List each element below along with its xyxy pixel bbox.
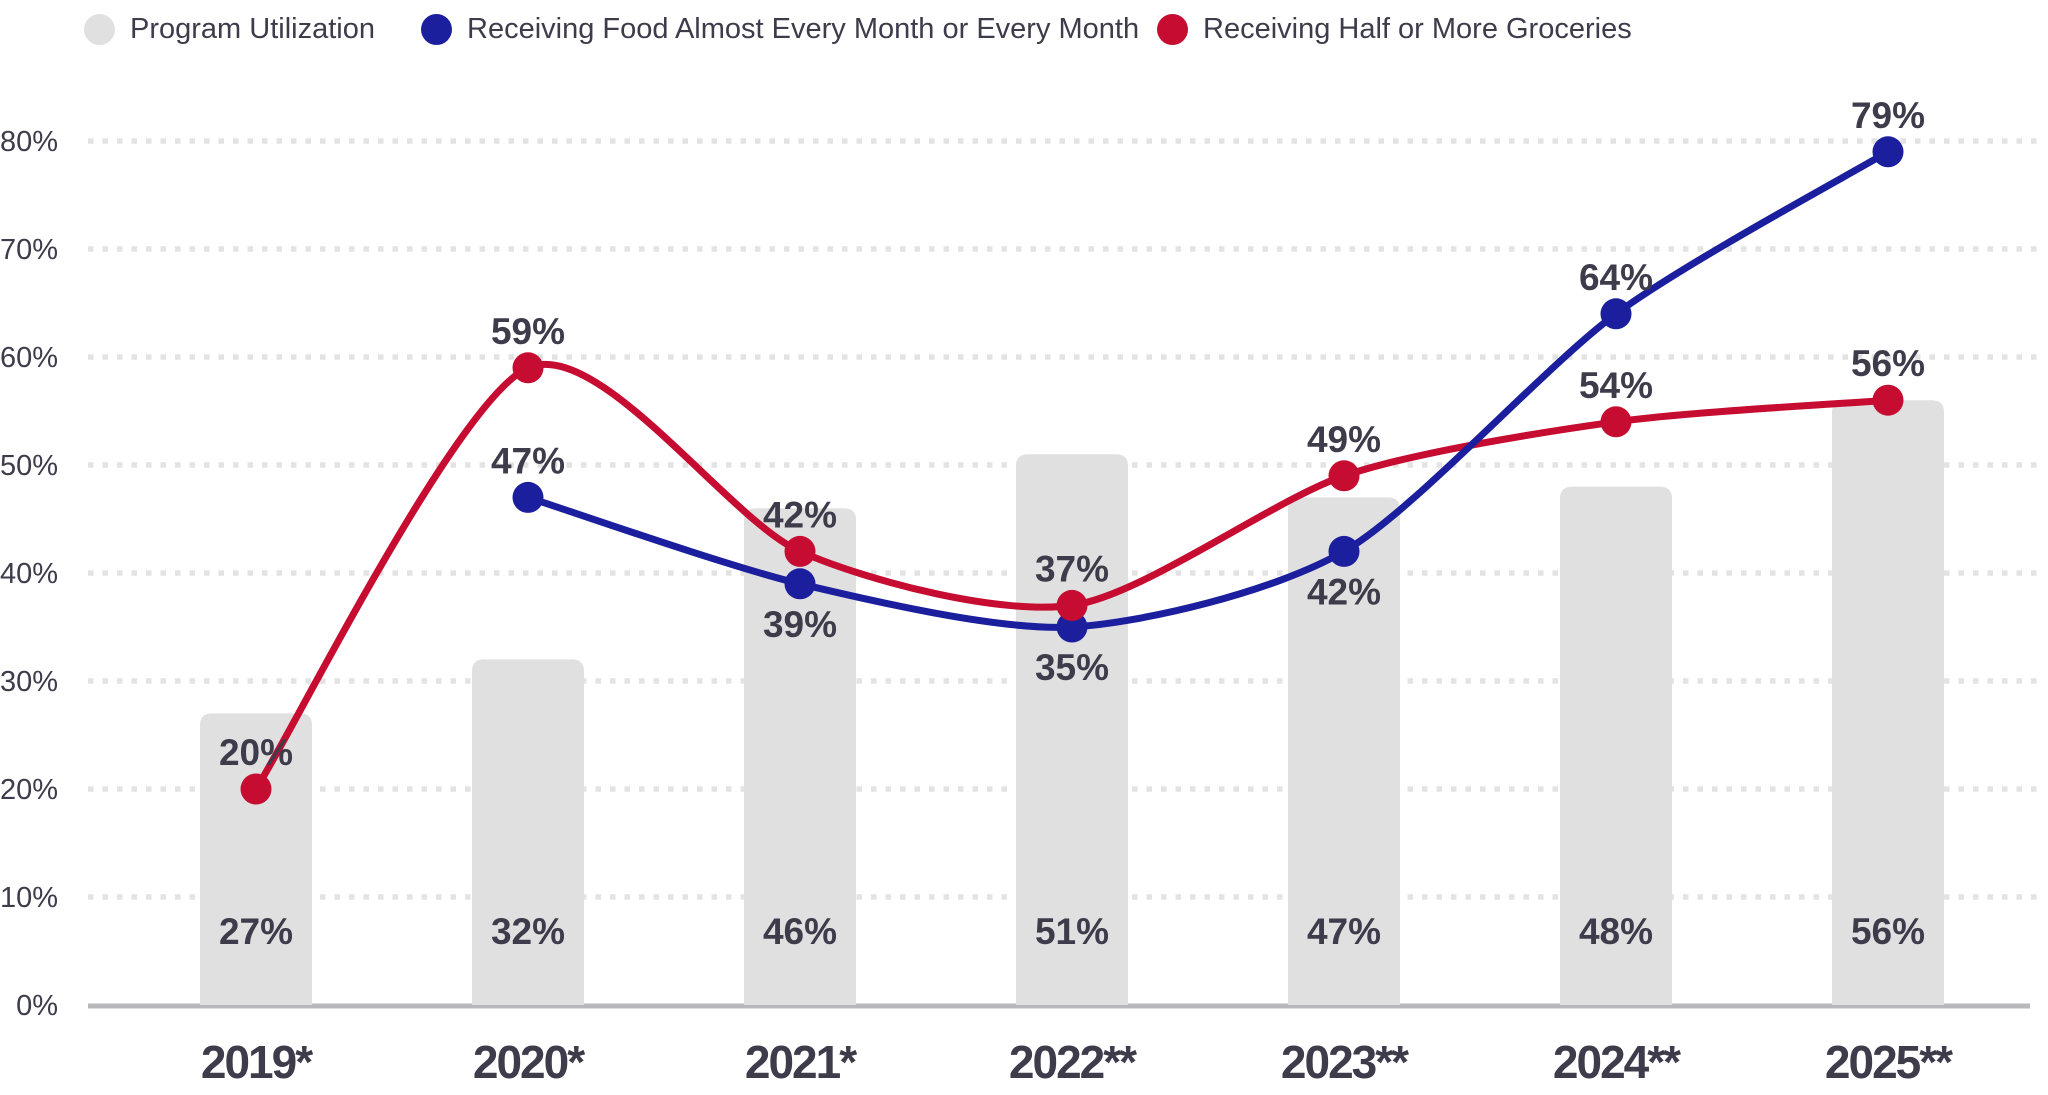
point-2020* [512, 352, 544, 384]
legend-swatch-gray-icon [84, 14, 115, 45]
point-value-label-2024**: 64% [1579, 257, 1653, 298]
bar-value-label-2023**: 47% [1307, 911, 1381, 952]
y-tick-30%: 30% [0, 666, 58, 698]
bar-2021* [744, 508, 856, 1005]
bar-2019* [200, 713, 312, 1005]
x-axis-label-2020*: 2020* [473, 1036, 585, 1088]
point-2022** [1056, 611, 1088, 643]
bar-2022** [1016, 454, 1128, 1005]
bar-2025** [1832, 400, 1944, 1005]
bar-value-label-2024**: 48% [1579, 911, 1653, 952]
point-value-label-2022**: 35% [1035, 647, 1109, 688]
point-2023** [1328, 535, 1360, 567]
y-tick-80%: 80% [0, 126, 58, 158]
y-tick-70%: 70% [0, 234, 58, 266]
point-2021* [784, 535, 816, 567]
legend-label-receiving-food: Receiving Food Almost Every Month or Eve… [467, 13, 1140, 45]
bar-2023** [1288, 497, 1400, 1005]
point-value-label-2025**: 79% [1851, 95, 1925, 136]
bar-value-label-2020*: 32% [491, 911, 565, 952]
point-2020* [512, 481, 544, 513]
point-2022** [1056, 589, 1088, 621]
x-axis-label-2021*: 2021* [745, 1036, 857, 1088]
x-axis-label-2024**: 2024** [1553, 1036, 1681, 1088]
point-value-label-2021*: 42% [763, 494, 837, 535]
y-tick-20%: 20% [0, 774, 58, 806]
point-value-label-2025**: 56% [1851, 343, 1925, 384]
bar-value-label-2019*: 27% [219, 911, 293, 952]
point-value-label-2023**: 42% [1307, 571, 1381, 612]
point-value-label-2021*: 39% [763, 604, 837, 645]
legend-item-program-utilization: Program Utilization [84, 14, 375, 45]
point-2023** [1328, 460, 1360, 492]
point-2024** [1600, 298, 1632, 330]
point-2025** [1872, 384, 1904, 416]
legend-label-program-utilization: Program Utilization [130, 13, 375, 45]
bar-2020* [472, 659, 584, 1005]
legend-label-receiving-groceries: Receiving Half or More Groceries [1203, 13, 1632, 45]
x-axis-label-2019*: 2019* [201, 1036, 313, 1088]
legend-swatch-blue-icon [421, 14, 452, 45]
x-axis-label-2023**: 2023** [1281, 1036, 1409, 1088]
y-tick-0%: 0% [16, 990, 58, 1022]
y-tick-60%: 60% [0, 342, 58, 374]
point-value-label-2020*: 59% [491, 311, 565, 352]
bar-value-label-2022**: 51% [1035, 911, 1109, 952]
chart-legend: Program Utilization Receiving Food Almos… [0, 14, 2048, 54]
x-axis-label-2025**: 2025** [1825, 1036, 1953, 1088]
point-value-label-2019*: 20% [219, 732, 293, 773]
point-value-label-2023**: 49% [1307, 419, 1381, 460]
point-value-label-2020*: 47% [491, 440, 565, 481]
y-tick-50%: 50% [0, 450, 58, 482]
y-tick-40%: 40% [0, 558, 58, 590]
bar-2024** [1560, 486, 1672, 1006]
bar-value-label-2021*: 46% [763, 911, 837, 952]
y-tick-10%: 10% [0, 882, 58, 914]
point-2024** [1600, 406, 1632, 438]
line-series [524, 148, 1892, 631]
legend-swatch-red-icon [1157, 14, 1188, 45]
point-2019* [240, 773, 272, 805]
bar-value-label-2025**: 56% [1851, 911, 1925, 952]
point-2025** [1872, 136, 1904, 168]
point-2021* [784, 568, 816, 600]
point-value-label-2024**: 54% [1579, 365, 1653, 406]
legend-item-receiving-groceries: Receiving Half or More Groceries [1157, 14, 1632, 45]
point-value-label-2022**: 37% [1035, 548, 1109, 589]
x-axis-label-2022**: 2022** [1009, 1036, 1137, 1088]
legend-item-receiving-food: Receiving Food Almost Every Month or Eve… [421, 14, 1139, 45]
